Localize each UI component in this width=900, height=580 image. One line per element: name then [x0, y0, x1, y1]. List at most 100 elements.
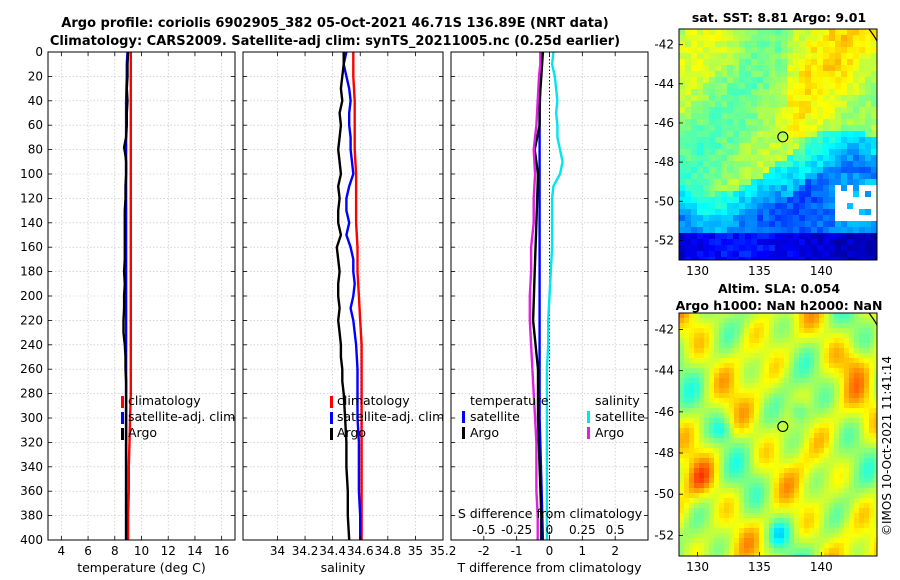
map-cell [871, 83, 877, 90]
map-cell [794, 403, 800, 409]
map-cell [864, 453, 870, 459]
map-cell [784, 328, 790, 334]
map-cell [739, 221, 746, 228]
map-cell [849, 318, 855, 324]
map-cell [774, 388, 780, 394]
map-cell [789, 433, 795, 439]
map-cell [729, 323, 735, 329]
map-cell [799, 173, 806, 180]
map-cell [691, 101, 698, 108]
map-cell [744, 358, 750, 364]
map-cell [799, 428, 805, 434]
map-cell [733, 89, 740, 96]
map-cell [754, 388, 760, 394]
map-cell [829, 353, 835, 359]
map-cell [839, 543, 845, 549]
map-cell [764, 348, 770, 354]
map-cell [724, 548, 730, 554]
map-cell [789, 368, 795, 374]
map-cell [769, 155, 776, 162]
map-cell [829, 538, 835, 544]
map-cell [719, 503, 725, 509]
map-cell [819, 398, 825, 404]
map-cell [733, 179, 740, 186]
map-cell [685, 239, 692, 246]
map-cell [689, 458, 695, 464]
map-cell [811, 251, 818, 258]
map-cell [697, 209, 704, 216]
map-cell [784, 508, 790, 514]
map-cell [834, 553, 840, 556]
map-cell [805, 227, 812, 234]
map-cell [804, 358, 810, 364]
map-cell [764, 338, 770, 344]
map-cell [781, 89, 788, 96]
map-cell [775, 137, 782, 144]
map-cell [709, 131, 716, 138]
map-cell [819, 453, 825, 459]
map-cell [684, 363, 690, 369]
map-cell [721, 125, 728, 132]
map-cell [859, 543, 865, 549]
map-cell [754, 453, 760, 459]
map-cell [734, 373, 740, 379]
map-cell [823, 155, 830, 162]
map-cell [729, 403, 735, 409]
map-cell [714, 478, 720, 484]
map-cell [769, 185, 776, 192]
map-cell [769, 47, 776, 54]
map-cell [774, 508, 780, 514]
map-cell [724, 353, 730, 359]
map-cell [704, 483, 710, 489]
map-cell [769, 363, 775, 369]
map-cell [775, 203, 782, 210]
map-cell [799, 453, 805, 459]
map-cell [734, 513, 740, 519]
map-cell [719, 498, 725, 504]
map-cell [823, 215, 830, 222]
map-cell [709, 197, 716, 204]
map-cell [703, 161, 710, 168]
map-cell [864, 448, 870, 454]
map-cell [757, 125, 764, 132]
map-cell [844, 413, 850, 419]
map-cell [697, 215, 704, 222]
map-cell [729, 383, 735, 389]
map-cell [865, 149, 872, 156]
map-cell [751, 245, 758, 252]
map-cell [794, 553, 800, 556]
map-cell [703, 149, 710, 156]
map-cell [789, 418, 795, 424]
y-tick-label: 40 [28, 94, 43, 108]
map-cell [874, 453, 877, 459]
map-cell [751, 83, 758, 90]
map-cell [699, 438, 705, 444]
map-cell [804, 398, 810, 404]
map-cell [799, 438, 805, 444]
map-cell [794, 443, 800, 449]
map-cell [849, 538, 855, 544]
map-cell [727, 71, 734, 78]
map-cell [691, 203, 698, 210]
map-cell [744, 528, 750, 534]
map-cell [734, 528, 740, 534]
map-cell [727, 257, 734, 260]
map-cell [811, 65, 818, 72]
map-cell [814, 433, 820, 439]
map-cell [763, 137, 770, 144]
map-cell [854, 518, 860, 524]
map-cell [679, 318, 685, 324]
map-cell [729, 373, 735, 379]
map-cell [739, 137, 746, 144]
map-cell [823, 173, 830, 180]
map-cell [709, 173, 716, 180]
map-cell [727, 83, 734, 90]
map-cell [685, 155, 692, 162]
map-cell [729, 363, 735, 369]
map-cell [814, 523, 820, 529]
map-cell [805, 137, 812, 144]
map-cell [854, 398, 860, 404]
map-cell [739, 548, 745, 554]
map-cell [769, 448, 775, 454]
